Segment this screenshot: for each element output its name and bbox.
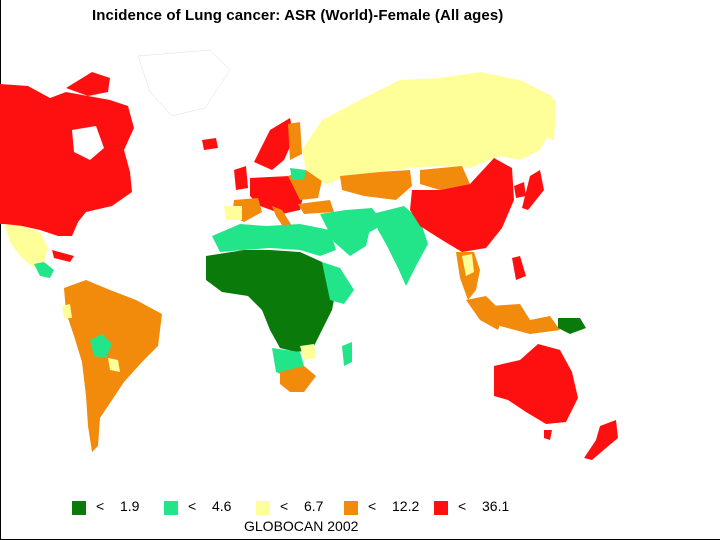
region-tasmania — [544, 430, 552, 440]
region-paraguay — [108, 358, 120, 372]
region-finland — [288, 122, 302, 160]
legend-value: 1.9 — [120, 498, 140, 514]
region-southeast-asia — [456, 252, 480, 300]
region-indonesia — [490, 304, 560, 334]
region-western-europe — [250, 176, 304, 214]
region-peru-north — [62, 304, 72, 318]
region-scandinavia — [254, 118, 294, 170]
region-malaysia — [466, 296, 504, 330]
region-zimbabwe — [300, 344, 316, 360]
region-korea-japan — [514, 182, 526, 198]
legend-swatch — [256, 501, 270, 515]
legend-swatch — [164, 501, 178, 515]
region-uk — [234, 166, 248, 190]
region-turkey — [298, 200, 334, 214]
region-central-america — [34, 262, 54, 278]
legend: < 1.9 < 4.6 < 6.7 < 12.2 < 36.1 — [72, 498, 692, 520]
region-mexico — [4, 224, 48, 268]
region-italy — [272, 206, 292, 228]
region-kamchatka — [540, 96, 556, 140]
region-china — [410, 158, 514, 252]
region-south-africa — [280, 366, 316, 392]
legend-symbol: < — [188, 498, 197, 514]
legend-swatch — [344, 501, 358, 515]
region-belarus-ukraine — [290, 168, 306, 180]
region-madagascar — [342, 342, 352, 366]
legend-value: 4.6 — [212, 498, 232, 514]
region-bolivia — [90, 334, 112, 358]
legend-swatch — [434, 501, 448, 515]
region-central-asia — [340, 170, 412, 200]
region-arctic-islands — [66, 72, 110, 96]
region-east-africa — [322, 262, 354, 304]
region-hudson-bay — [72, 126, 104, 160]
region-mongolia — [420, 166, 470, 190]
region-north-africa-west — [224, 206, 242, 220]
region-png — [558, 318, 586, 334]
region-greenland — [137, 49, 231, 117]
region-australia — [494, 344, 578, 424]
region-russia — [302, 72, 556, 184]
legend-symbol: < — [458, 498, 467, 514]
region-north-america — [0, 84, 134, 236]
region-sub-saharan-africa — [206, 250, 336, 352]
legend-symbol: < — [96, 498, 105, 514]
region-thailand — [462, 254, 474, 276]
region-north-africa — [212, 224, 336, 256]
legend-swatch — [72, 501, 86, 515]
legend-value: 12.2 — [392, 498, 420, 514]
region-philippines — [512, 256, 526, 280]
region-new-zealand — [584, 420, 618, 460]
legend-value: 36.1 — [482, 498, 510, 514]
source-label: GLOBOCAN 2002 — [244, 518, 359, 534]
region-south-asia — [372, 206, 428, 286]
map-title: Incidence of Lung cancer: ASR (World)-Fe… — [92, 7, 504, 24]
region-japan — [522, 170, 544, 210]
legend-symbol: < — [280, 498, 289, 514]
legend-symbol: < — [368, 498, 377, 514]
region-caribbean — [52, 250, 74, 262]
legend-value: 6.7 — [304, 498, 324, 514]
region-iceland — [202, 138, 218, 150]
